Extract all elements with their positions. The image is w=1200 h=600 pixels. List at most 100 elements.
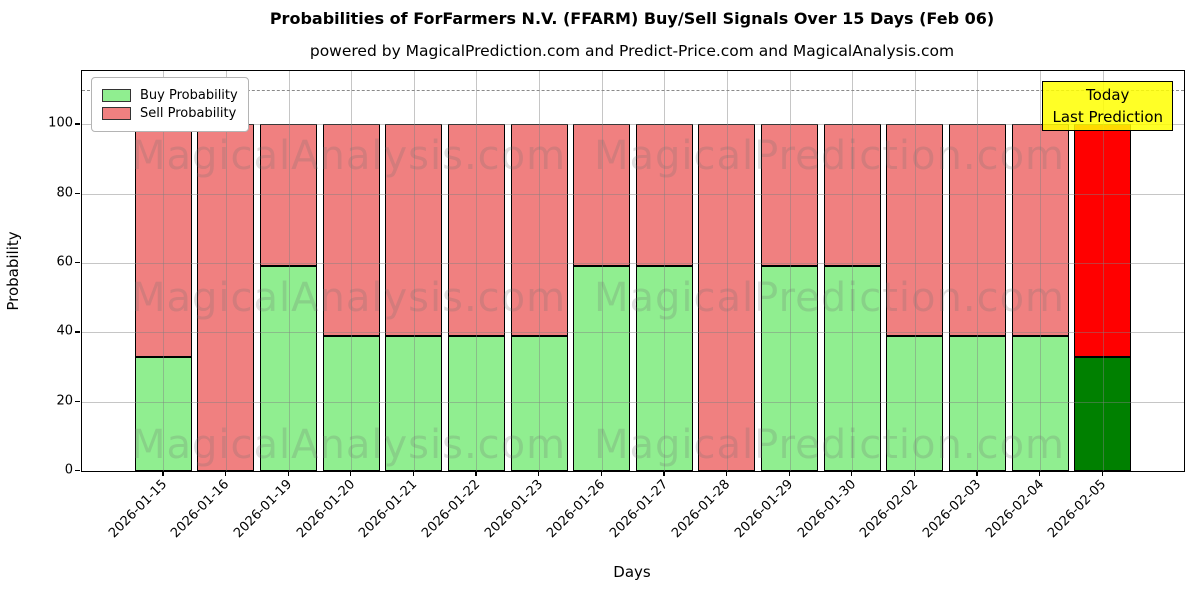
h-gridline (82, 332, 1184, 334)
x-tick (851, 471, 853, 476)
sell-segment (260, 124, 318, 267)
watermark-text: MagicalAnalysis.com (131, 422, 567, 468)
x-tick (788, 471, 790, 476)
x-tick (538, 471, 540, 476)
y-tick-label: 40 (56, 323, 73, 339)
v-gridline (601, 71, 603, 471)
y-axis-label: Probability (4, 231, 22, 311)
v-gridline (852, 71, 854, 471)
x-tick-label: 2026-01-15 (105, 477, 170, 542)
y-tick (75, 331, 80, 333)
today-annotation-line1: Today (1086, 86, 1130, 104)
x-tick (913, 471, 916, 476)
x-tick (663, 471, 665, 476)
sell-segment (447, 124, 505, 336)
h-gridline (82, 263, 1184, 265)
watermark-text: MagicalPrediction.com (594, 275, 1065, 321)
v-gridline (1040, 71, 1042, 471)
h-gridline (82, 193, 1184, 195)
v-gridline (413, 71, 415, 471)
v-gridline (1102, 71, 1104, 471)
dashed-threshold-line (82, 89, 1184, 91)
y-tick-label: 80 (56, 185, 73, 201)
legend-label-sell: Sell Probability (140, 106, 237, 121)
x-tick (1101, 471, 1103, 476)
sell-swatch-icon (102, 107, 131, 120)
y-tick (75, 123, 80, 125)
x-tick (224, 471, 227, 476)
y-tick-label: 20 (56, 393, 73, 409)
x-tick (1039, 471, 1041, 476)
x-tick (600, 471, 602, 476)
sell-segment (197, 124, 255, 471)
legend-item-sell: Sell Probability (102, 106, 238, 121)
sell-segment (134, 124, 192, 357)
x-tick-label: 2026-01-23 (481, 477, 546, 542)
watermark-text: MagicalAnalysis.com (131, 133, 567, 179)
v-gridline (664, 71, 666, 471)
v-gridline (789, 71, 791, 471)
x-tick (162, 471, 164, 476)
legend: Buy Probability Sell Probability (91, 77, 249, 132)
sell-segment (823, 124, 881, 267)
x-tick-label: 2026-02-02 (857, 477, 922, 542)
x-tick (725, 471, 728, 476)
today-annotation: Today Last Prediction (1042, 81, 1173, 131)
legend-item-buy: Buy Probability (102, 88, 238, 103)
buy-segment (385, 335, 443, 471)
sell-segment (761, 124, 819, 267)
watermark-text: MagicalPrediction.com (594, 422, 1065, 468)
buy-segment (260, 266, 318, 471)
x-tick-label: 2026-01-19 (231, 477, 296, 542)
buy-segment (761, 266, 819, 471)
sell-segment (510, 124, 568, 336)
sell-segment (948, 124, 1006, 336)
x-tick (287, 471, 289, 476)
x-tick-label: 2026-01-20 (293, 477, 358, 542)
x-tick-label: 2026-01-28 (669, 477, 734, 542)
sell-segment (698, 124, 756, 471)
sell-segment (635, 124, 693, 267)
x-tick-label: 2026-02-04 (982, 477, 1047, 542)
x-tick-label: 2026-02-03 (920, 477, 985, 542)
x-tick-label: 2026-01-26 (544, 477, 609, 542)
x-tick (350, 471, 352, 476)
y-tick-label: 0 (64, 462, 73, 478)
buy-segment (322, 335, 380, 471)
plot-area: MagicalAnalysis.com MagicalPrediction.com… (81, 70, 1185, 472)
v-gridline (476, 71, 478, 471)
x-tick-label: 2026-01-30 (794, 477, 859, 542)
sell-segment (385, 124, 443, 336)
buy-segment (134, 356, 192, 471)
x-tick-label: 2026-01-27 (606, 477, 671, 542)
x-tick (475, 471, 477, 476)
v-gridline (914, 71, 916, 471)
buy-segment (823, 266, 881, 471)
x-axis-label: Days (613, 563, 651, 581)
buy-swatch-icon (102, 89, 131, 102)
sell-segment (573, 124, 631, 267)
y-tick-label: 100 (48, 115, 73, 131)
buy-segment (447, 335, 505, 471)
buy-segment (635, 266, 693, 471)
v-gridline (726, 71, 728, 471)
x-tick-label: 2026-01-21 (356, 477, 421, 542)
page-subtitle: powered by MagicalPrediction.com and Pre… (309, 42, 955, 60)
y-tick (75, 192, 80, 194)
x-tick (976, 471, 978, 476)
buy-segment (1074, 356, 1132, 471)
legend-label-buy: Buy Probability (140, 88, 238, 103)
h-gridline (82, 401, 1184, 403)
buy-segment (886, 335, 944, 471)
buy-segment (510, 335, 568, 471)
y-tick (75, 470, 80, 472)
watermark-text: MagicalPrediction.com (594, 133, 1065, 179)
v-gridline (351, 71, 353, 471)
x-tick-label: 2026-01-16 (168, 477, 233, 542)
watermark-text: MagicalAnalysis.com (131, 275, 567, 321)
v-gridline (288, 71, 290, 471)
page-title: Probabilities of ForFarmers N.V. (FFARM)… (269, 9, 995, 28)
x-tick (412, 471, 415, 476)
sell-segment (1074, 124, 1132, 357)
